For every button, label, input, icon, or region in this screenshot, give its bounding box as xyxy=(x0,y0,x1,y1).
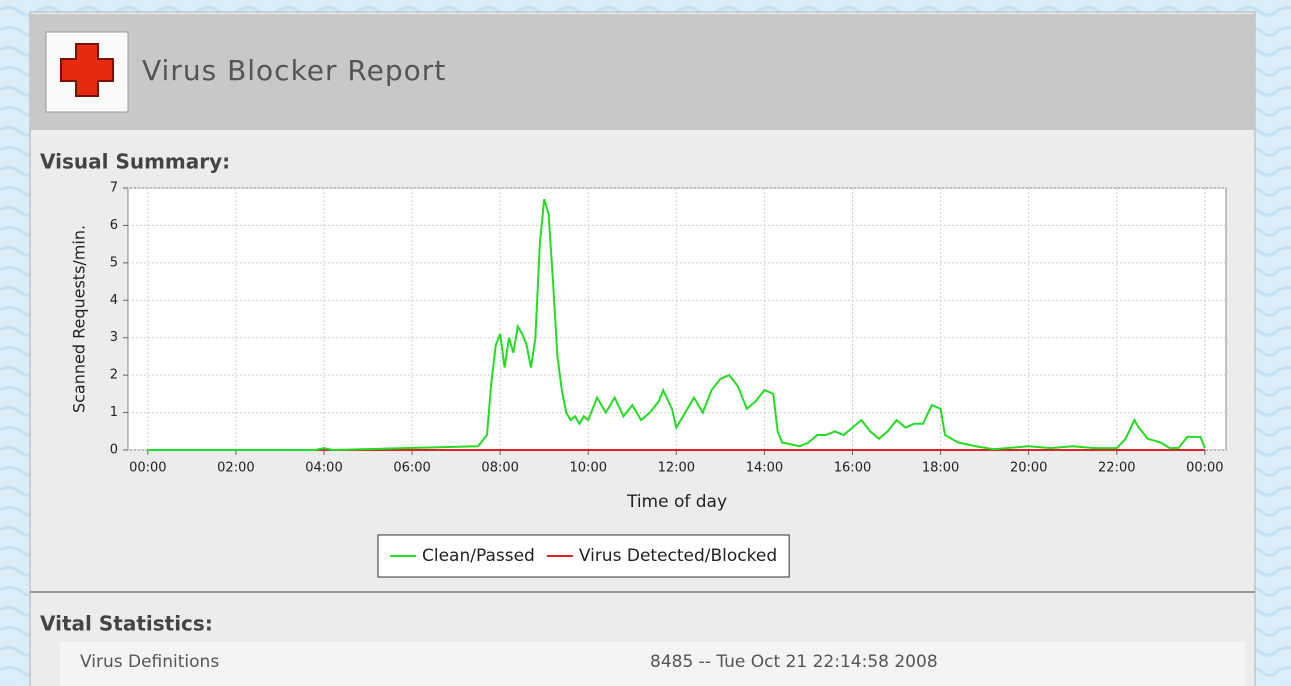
x-tick-label: 18:00 xyxy=(922,461,959,476)
legend-label: Clean/Passed xyxy=(422,546,535,566)
x-tick-label: 00:00 xyxy=(129,461,166,476)
stats-row xyxy=(60,642,1245,686)
y-tick-label: 5 xyxy=(110,255,118,270)
icon-cross xyxy=(60,43,114,97)
x-tick-label: 02:00 xyxy=(217,461,254,476)
x-tick-label: 08:00 xyxy=(481,461,518,476)
y-tick-label: 6 xyxy=(110,218,118,233)
y-axis-label: Scanned Requests/min. xyxy=(70,225,89,413)
legend-box xyxy=(377,534,790,578)
section-label: Vital Statistics: xyxy=(40,612,213,636)
section-label: Visual Summary: xyxy=(40,150,230,174)
x-tick-label: 20:00 xyxy=(1010,461,1047,476)
x-tick-label: 22:00 xyxy=(1098,461,1135,476)
legend-label: Virus Detected/Blocked xyxy=(579,546,777,566)
x-tick-label: 06:00 xyxy=(393,461,430,476)
page-title: Virus Blocker Report xyxy=(142,54,446,87)
y-tick-label: 7 xyxy=(110,181,118,196)
legend: Clean/Passed Virus Detected/Blocked xyxy=(377,534,790,578)
header-band xyxy=(30,14,1255,130)
x-tick-label: 10:00 xyxy=(570,461,607,476)
y-tick-label: 1 xyxy=(110,405,118,420)
stat-value: 8485 -- Tue Oct 21 22:14:58 2008 xyxy=(650,652,938,672)
data-line xyxy=(147,198,1206,452)
x-tick-label: 16:00 xyxy=(834,461,871,476)
x-tick-label: 12:00 xyxy=(658,461,695,476)
x-tick-label: 04:00 xyxy=(305,461,342,476)
x-tick-label: 14:00 xyxy=(746,461,783,476)
plot-area xyxy=(127,187,1227,451)
y-tick-label: 2 xyxy=(110,368,118,383)
y-tick-label: 4 xyxy=(110,293,118,308)
y-tick-label: 0 xyxy=(110,443,118,458)
x-axis-label: Time of day xyxy=(626,492,727,512)
stat-label: Virus Definitions xyxy=(80,652,219,672)
y-tick-label: 3 xyxy=(110,330,118,345)
x-tick-label: 00:00 xyxy=(1186,461,1223,476)
